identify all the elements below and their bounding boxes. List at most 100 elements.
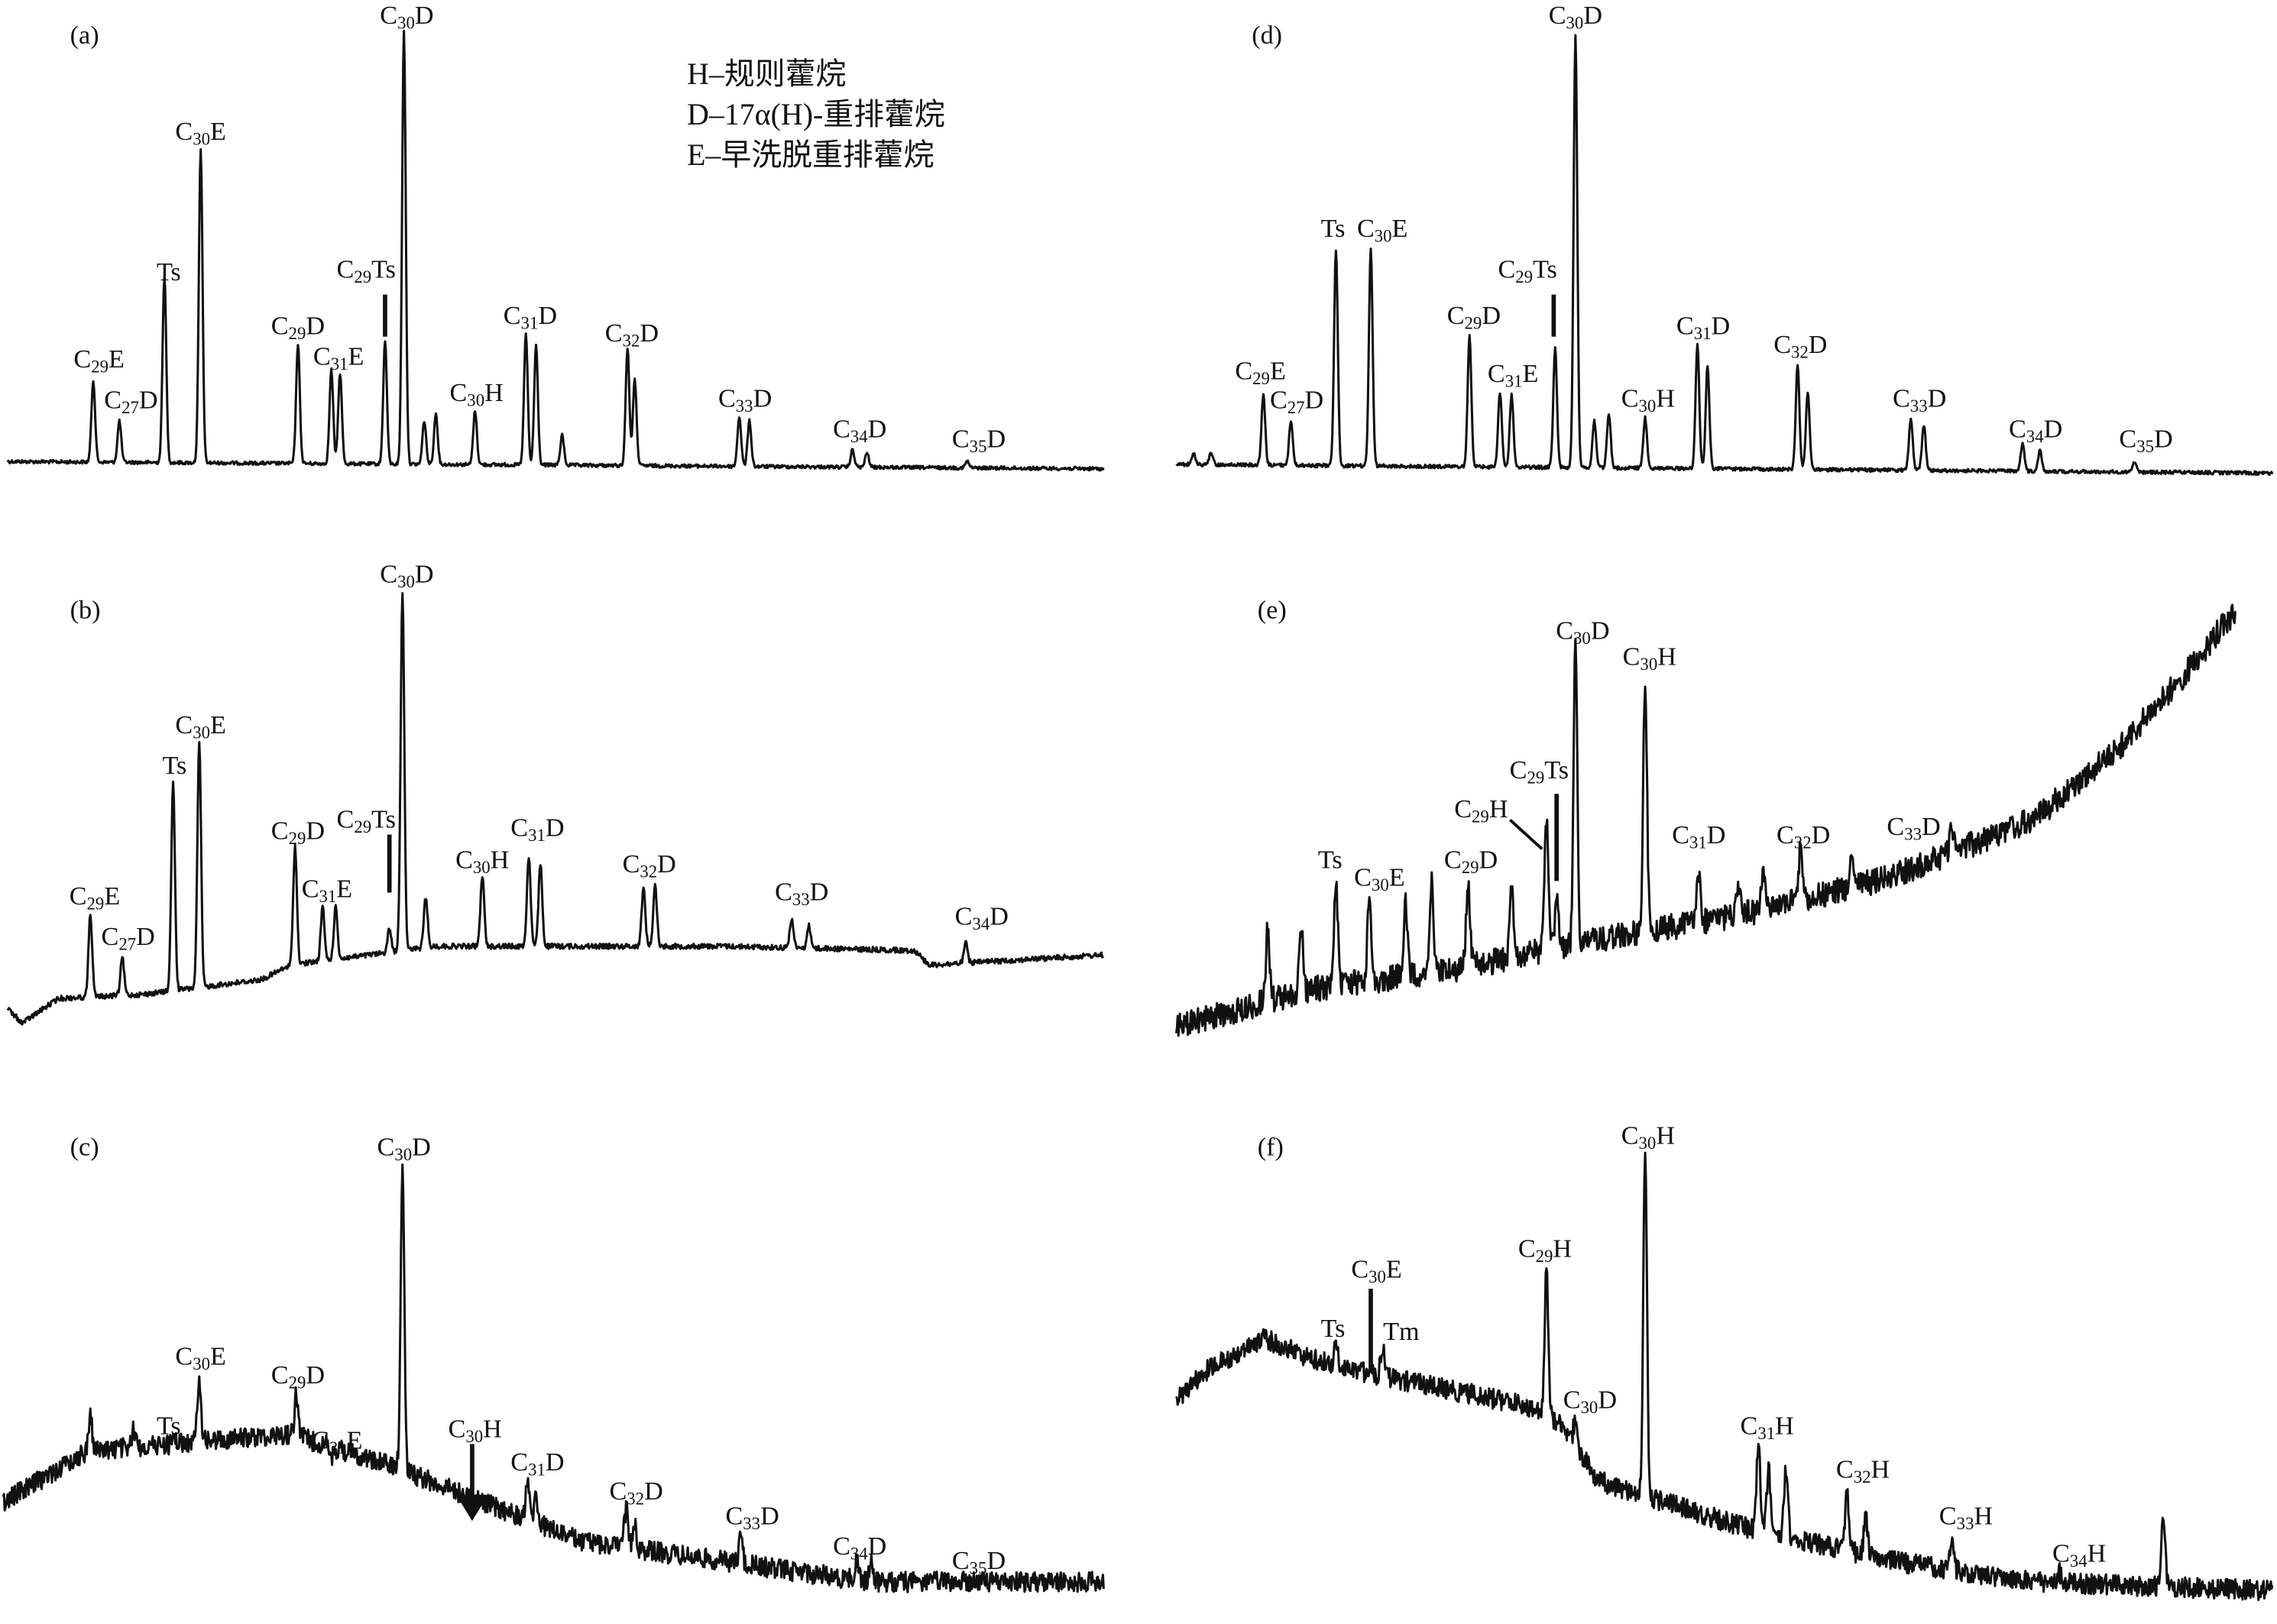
peak-label-main: E — [336, 875, 352, 903]
peak-label-sub: 31 — [329, 1438, 347, 1457]
peak-label: C29D — [1447, 302, 1501, 333]
peak-label-main: C — [1939, 1502, 1957, 1530]
chromatogram-panel: (a)C29EC27DTsC30EC29DC31EC29TsC30DC30HC3… — [6, 2, 1105, 472]
peak-label-main: Ts — [1321, 1315, 1346, 1343]
peak-label-main: C — [1836, 1455, 1854, 1483]
peak-label-main: C — [337, 255, 355, 283]
peak-label: C33D — [1893, 384, 1946, 416]
panel-label: (e) — [1258, 597, 1287, 625]
peak-label-main: C — [952, 425, 970, 453]
panel-label: (d) — [1252, 21, 1282, 50]
peak-label-main: E — [348, 342, 364, 370]
peak-label: C30D — [1563, 1386, 1617, 1417]
peak-label: C27D — [1270, 386, 1323, 417]
peak-label: C29Ts — [337, 255, 396, 286]
peak-label-sub: 27 — [121, 398, 139, 417]
peak-label-main: H — [1871, 1455, 1890, 1483]
peak-label: C30E — [1354, 863, 1404, 894]
peak-label: C33D — [775, 878, 828, 909]
peak-label-main: D — [1591, 616, 1610, 645]
peak-label-main: D — [986, 425, 1006, 453]
legend-entry: E–早洗脱重排藿烷 — [687, 137, 934, 172]
peak-label-main: D — [546, 1448, 565, 1477]
peak-label-main: C — [312, 1426, 329, 1454]
peak-label-main: C — [380, 2, 397, 30]
peak-label-main: E — [1392, 215, 1408, 243]
peak-label-main: D — [2044, 415, 2063, 443]
peak-label-main: Ts — [1318, 846, 1343, 874]
peak-label-main: C — [952, 1547, 970, 1575]
peak-label-sub: 31 — [1694, 324, 1712, 343]
peak-label-sub: 32 — [640, 862, 657, 882]
peak-label-sub: 30 — [1581, 1398, 1598, 1417]
peak-label-main: D — [415, 560, 434, 588]
peak-label-main: E — [1523, 360, 1539, 388]
peak-label-main: E — [210, 118, 226, 146]
peak-label-sub: 30 — [1639, 396, 1657, 416]
peak-label-sub: 30 — [1639, 1134, 1657, 1153]
peak-label-sub: 29 — [354, 817, 371, 836]
peak-label: C30E — [1351, 1255, 1401, 1286]
peak-label-sub: 32 — [1791, 343, 1809, 362]
peak-label-sub: 31 — [319, 887, 337, 906]
panel-label: (c) — [70, 1134, 99, 1162]
peak-label-sub: 33 — [1910, 396, 1928, 416]
peak-label: C29H — [1518, 1235, 1572, 1267]
peak-label-main: E — [210, 1342, 226, 1370]
peak-label-main: H — [1974, 1502, 1993, 1530]
peak-label-sub: 30 — [1368, 1267, 1386, 1286]
peak-label-main: Ts — [371, 805, 396, 833]
peak-label: C33H — [1939, 1502, 1993, 1533]
peak-label: C30H — [1623, 642, 1676, 674]
peak-label-sub: 33 — [743, 1514, 760, 1533]
peak-label-sub: 31 — [528, 1461, 546, 1480]
peak-label: C32D — [605, 319, 659, 351]
peak-label-main: C — [833, 1532, 850, 1561]
peak-label-main: D — [306, 817, 325, 845]
peak-label-main: C — [1672, 821, 1689, 849]
peak-label: C31E — [302, 875, 352, 906]
peak-label: C33D — [718, 384, 772, 416]
peak-label-main: D — [990, 902, 1009, 930]
peak-label-sub: 32 — [1854, 1467, 1871, 1487]
peak-label: C30H — [455, 846, 509, 877]
peak-label-main: C — [1741, 1412, 1758, 1440]
peak-label: C32H — [1836, 1455, 1890, 1487]
peak-label-main: C — [102, 923, 119, 951]
peak-label-main: C — [449, 379, 467, 407]
peak-label: C31D — [1676, 312, 1730, 343]
peak-label-sub: 30 — [1566, 14, 1584, 33]
peak-label-main: D — [1305, 386, 1324, 414]
peak-label-main: C — [337, 805, 355, 833]
peak-label-main: D — [1479, 846, 1498, 874]
peak-label-sub: 29 — [1472, 807, 1489, 827]
peak-label-main: C — [1887, 813, 1904, 841]
peak-label-sub: 35 — [970, 1559, 987, 1578]
peak-label-sub: 27 — [118, 935, 136, 954]
peak-label: C31E — [312, 1426, 362, 1457]
peak-label-sub: 31 — [1689, 833, 1707, 852]
peak-label-main: C — [1351, 1255, 1368, 1283]
peak-label: C34D — [833, 415, 886, 446]
peak-label-sub: 30 — [467, 391, 484, 410]
peak-label-main: C — [449, 1415, 466, 1443]
peak-label-sub: 30 — [465, 1427, 483, 1446]
peak-label-main: D — [1812, 821, 1831, 849]
marker-line — [1509, 819, 1543, 850]
peak-label-main: D — [1707, 821, 1726, 849]
peak-label-sub: 34 — [2026, 427, 2044, 446]
peak-label: C30E — [175, 118, 225, 149]
peak-label-main: H — [1775, 1412, 1794, 1440]
peak-label: Ts — [157, 258, 181, 286]
peak-label-main: D — [546, 814, 565, 843]
peak-label: C29Ts — [337, 805, 396, 836]
peak-label-main: C — [775, 878, 792, 906]
peak-label: C29Ts — [1510, 756, 1569, 788]
peak-label-main: E — [1270, 357, 1286, 385]
peak-label-main: C — [623, 850, 640, 878]
peak-label-main: D — [1482, 302, 1501, 330]
peak-label-main: C — [104, 386, 121, 414]
